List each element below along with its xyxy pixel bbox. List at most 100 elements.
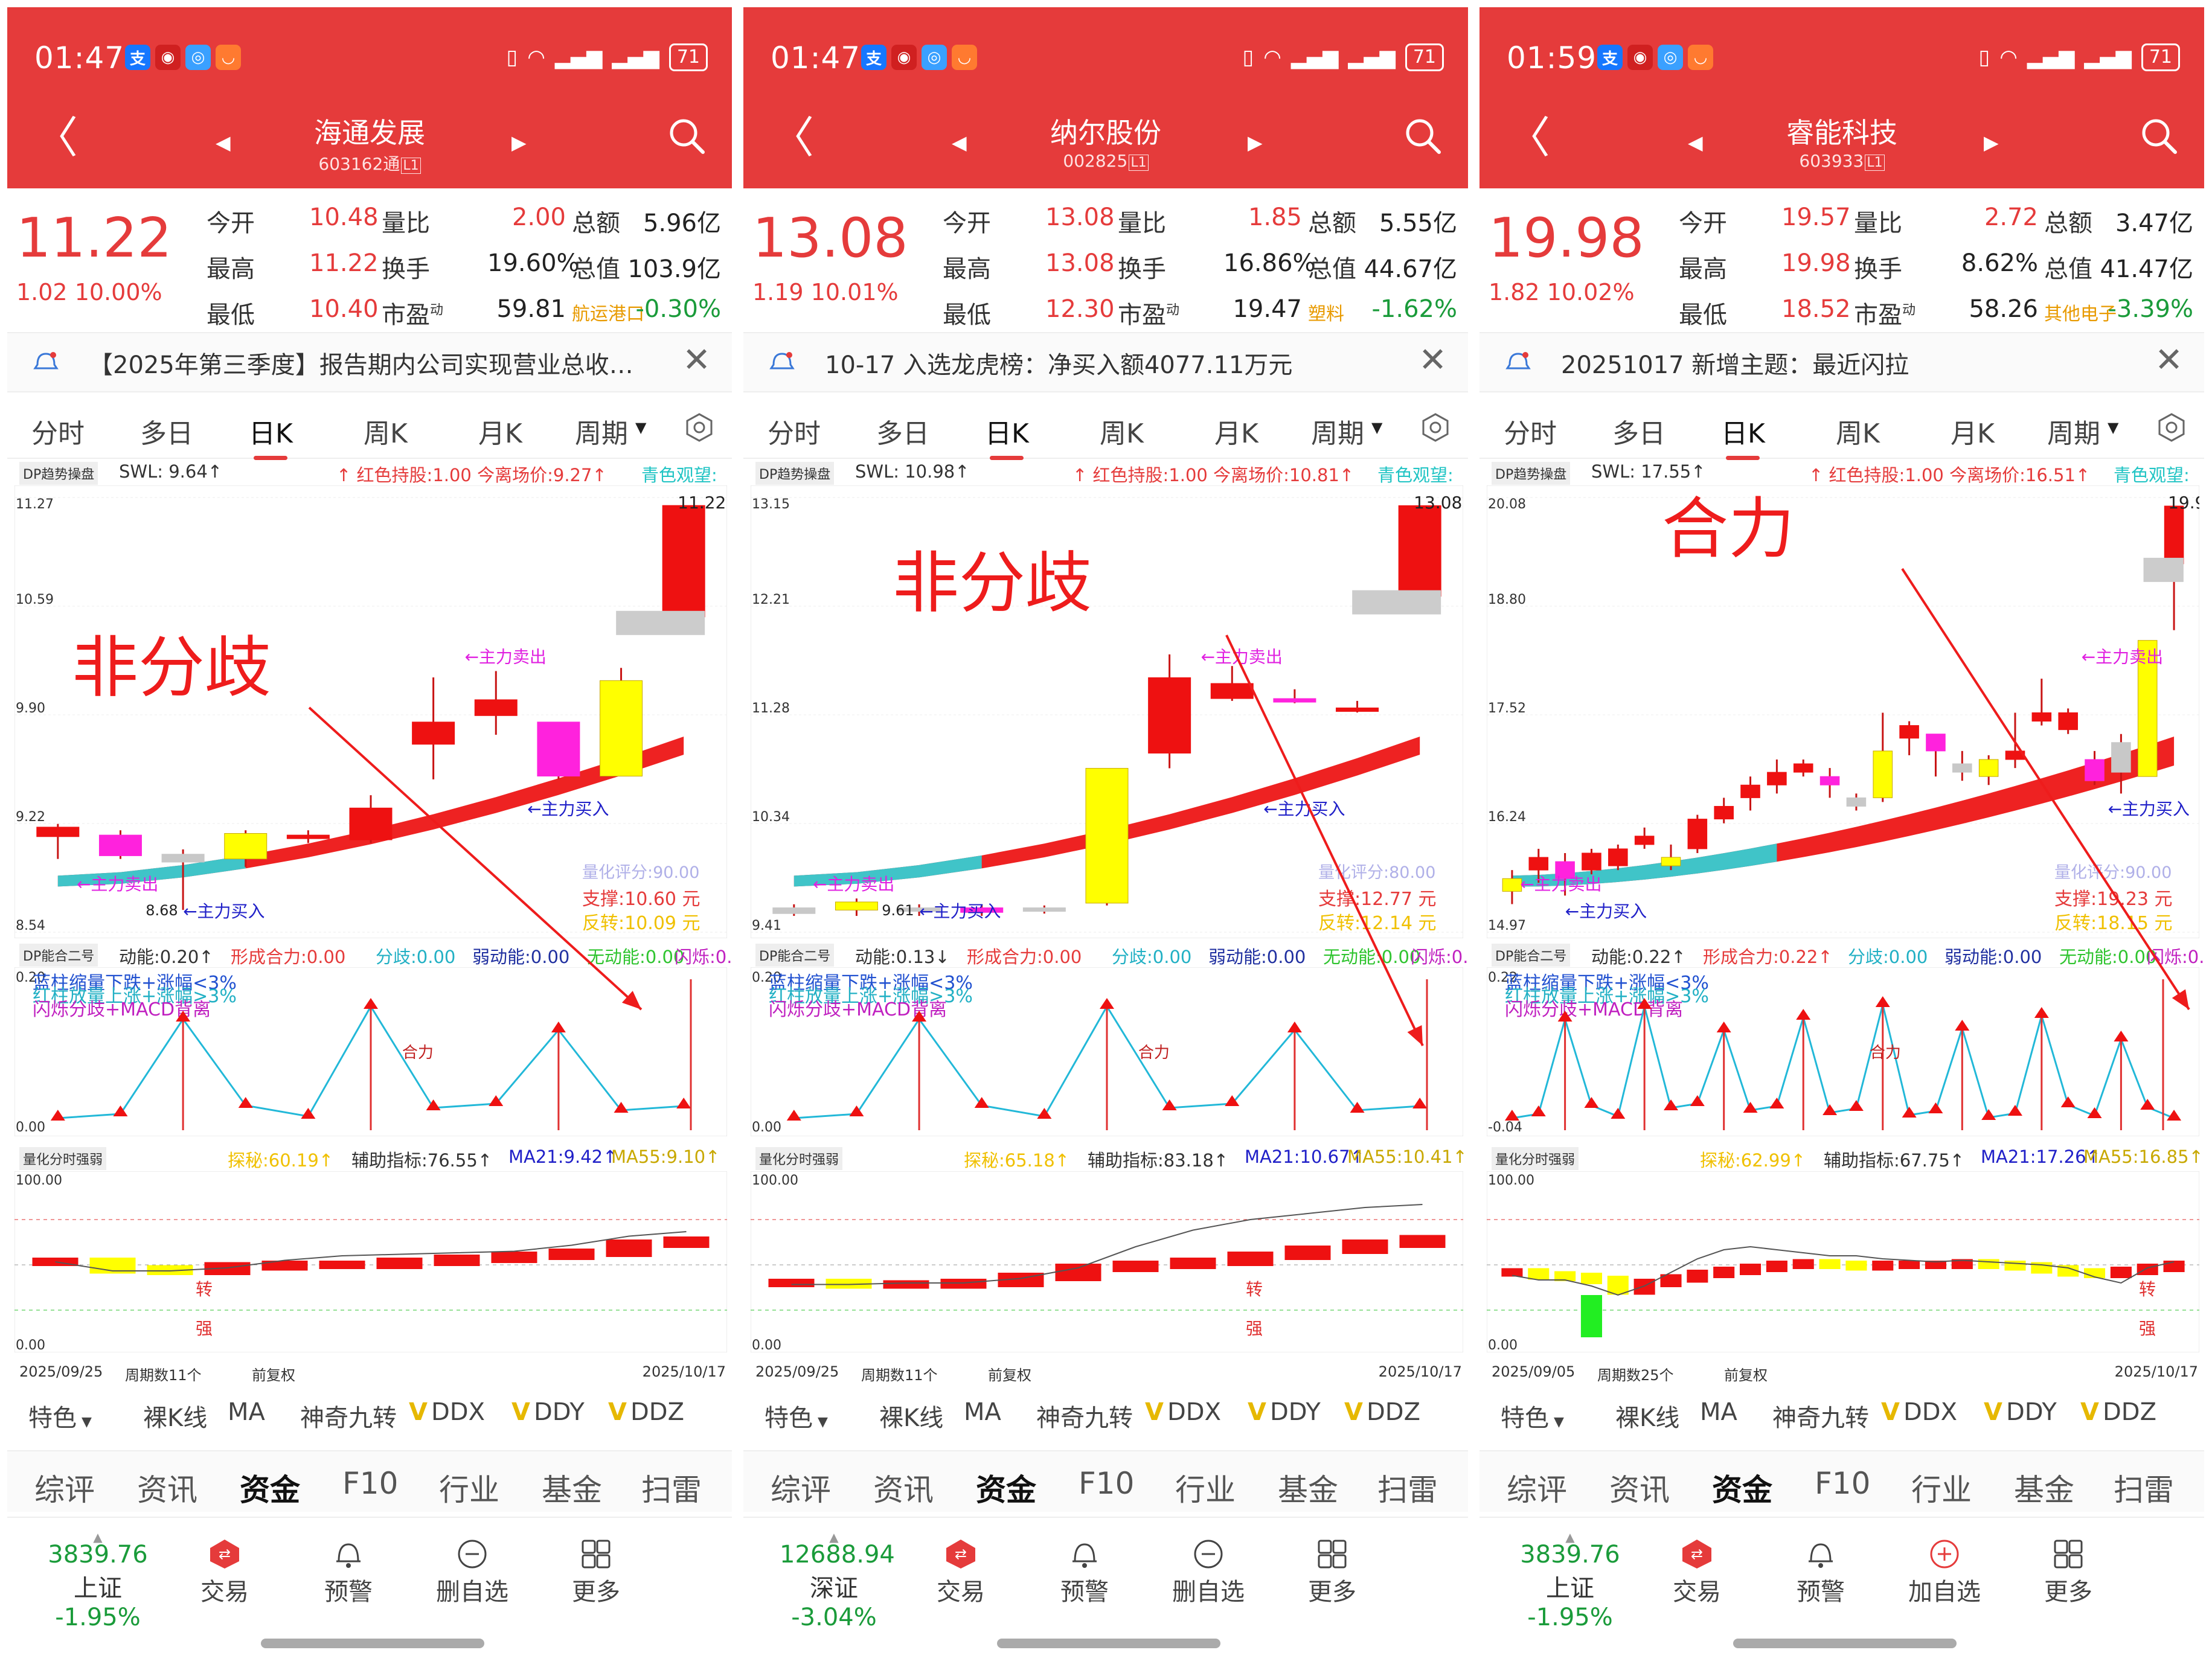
prev-stock-icon[interactable]: ◀ [216, 131, 231, 154]
tab-period[interactable]: 分时 [1504, 418, 1557, 449]
quant-chart[interactable]: 100.00 0.00 转强 [1487, 1171, 2199, 1352]
tab-period[interactable]: 日K [985, 412, 1029, 460]
tab-period[interactable]: 多日 [1612, 418, 1665, 449]
tab-period[interactable]: 周期 [575, 418, 628, 449]
bottom-tab[interactable]: 资金 [976, 1473, 1036, 1508]
toolbar-item[interactable]: 特色 ▼ [1501, 1398, 1564, 1433]
bottom-tab[interactable]: 资金 [1712, 1473, 1772, 1508]
index-quote[interactable]: ▲ 12688.94 深证 -3.04% [780, 1530, 895, 1631]
tab-period[interactable]: 多日 [876, 418, 929, 449]
prev-stock-icon[interactable]: ◀ [952, 131, 967, 154]
index-quote[interactable]: ▲ 3839.76 上证 -1.95% [43, 1530, 152, 1631]
nav-more[interactable]: 更多 [2014, 1536, 2123, 1607]
tab-period[interactable]: 多日 [140, 418, 193, 449]
nav-alert[interactable]: 预警 [1766, 1536, 1875, 1607]
oscillator-chart[interactable]: 0.20 0.00 蓝柱缩量下跌+涨幅<3% 红柱放量上涨+涨幅>3% 闪烁分歧+MAC… [751, 967, 1463, 1136]
toolbar-item[interactable]: V DDX [409, 1398, 485, 1426]
tab-period[interactable]: 周期 [1311, 418, 1364, 449]
toolbar-item[interactable]: 神奇九转 [300, 1398, 397, 1433]
nav-trade[interactable]: ⇄ 交易 [906, 1536, 1015, 1607]
toolbar-item[interactable]: MA [1700, 1398, 1737, 1426]
toolbar-item[interactable]: 裸K线 [1615, 1398, 1679, 1433]
indicator-tag[interactable]: DP能合二号 [1492, 944, 1571, 967]
quant-chart[interactable]: 100.00 0.00 转强 [14, 1171, 727, 1352]
toolbar-item[interactable]: 裸K线 [143, 1398, 207, 1433]
bottom-tab[interactable]: 资讯 [1609, 1473, 1670, 1508]
toolbar-item[interactable]: 特色 ▼ [28, 1398, 92, 1433]
next-stock-icon[interactable]: ▶ [1984, 131, 1999, 154]
toolbar-item[interactable]: MA [964, 1398, 1001, 1426]
tab-period[interactable]: 月K [1214, 418, 1258, 449]
tab-period[interactable]: 日K [1721, 412, 1765, 460]
home-indicator[interactable] [261, 1639, 484, 1648]
tab-period[interactable]: 日K [249, 412, 293, 460]
tab-period[interactable]: 周K [1100, 418, 1144, 449]
bottom-tab[interactable]: 基金 [2014, 1473, 2074, 1508]
nav-alert[interactable]: 预警 [294, 1536, 403, 1607]
candlestick-chart[interactable]: 20.08 18.80 17.52 16.24 14.97 19.98 ←主力卖出 ←主力买入… [1487, 485, 2199, 938]
toolbar-item[interactable]: V DDZ [608, 1398, 684, 1426]
indicator-tag[interactable]: DP趋势操盘 [19, 462, 98, 485]
indicator-tag[interactable]: 量化分时强弱 [755, 1147, 843, 1170]
nav-trade[interactable]: ⇄ 交易 [1643, 1536, 1751, 1607]
indicator-tag[interactable]: DP能合二号 [755, 944, 835, 967]
nav-watch[interactable]: 删自选 [418, 1536, 527, 1607]
news-ticker[interactable]: 【2025年第三季度】报告期内公司实现营业总收… ✕ [7, 332, 732, 392]
sector-name[interactable]: 其他电子 [2044, 304, 2117, 325]
bottom-tab[interactable]: 资讯 [137, 1473, 197, 1508]
news-ticker[interactable]: 20251017 新增主题：最近闪拉 ✕ [1479, 332, 2204, 392]
toolbar-item[interactable]: V DDX [1881, 1398, 1957, 1426]
indicator-tag[interactable]: DP趋势操盘 [1492, 462, 1571, 485]
settings-icon[interactable] [684, 412, 715, 446]
news-ticker[interactable]: 10-17 入选龙虎榜：净买入额4077.11万元 ✕ [743, 332, 1468, 392]
index-quote[interactable]: ▲ 3839.76 上证 -1.95% [1516, 1530, 1624, 1631]
bottom-tab[interactable]: 扫雷 [1377, 1473, 1438, 1508]
bottom-tab[interactable]: 行业 [1911, 1473, 1972, 1508]
sector-name[interactable]: 塑料 [1308, 304, 1344, 325]
oscillator-chart[interactable]: 0.20 0.00 蓝柱缩量下跌+涨幅<3% 红柱放量上涨+涨幅>3% 闪烁分歧+MAC… [14, 967, 727, 1136]
toolbar-item[interactable]: MA [228, 1398, 265, 1426]
toolbar-item[interactable]: 神奇九转 [1772, 1398, 1869, 1433]
toolbar-item[interactable]: V DDY [1984, 1398, 2057, 1426]
bottom-tab[interactable]: 行业 [439, 1473, 499, 1508]
bottom-tab[interactable]: F10 [1815, 1466, 1871, 1501]
back-icon[interactable]: 〈 [771, 112, 815, 163]
toolbar-item[interactable]: 神奇九转 [1036, 1398, 1133, 1433]
toolbar-item[interactable]: V DDX [1145, 1398, 1221, 1426]
candlestick-chart[interactable]: 13.15 12.21 11.28 10.34 9.41 13.08 9.61 ←主力卖出 ←主… [751, 485, 1463, 938]
candlestick-chart[interactable]: 11.27 10.59 9.90 9.22 8.54 11.22 8.68 ←主力卖出 ←主力买… [14, 485, 727, 938]
quant-chart[interactable]: 100.00 0.00 转强 [751, 1171, 1463, 1352]
close-icon[interactable]: ✕ [682, 341, 711, 380]
home-indicator[interactable] [997, 1639, 1220, 1648]
bottom-tab[interactable]: F10 [1079, 1466, 1135, 1501]
next-stock-icon[interactable]: ▶ [1248, 131, 1263, 154]
bottom-tab[interactable]: 资讯 [873, 1473, 934, 1508]
search-icon[interactable] [665, 115, 708, 159]
bottom-tab[interactable]: 综评 [34, 1473, 95, 1508]
back-icon[interactable]: 〈 [1507, 112, 1551, 163]
bottom-tab[interactable]: 基金 [542, 1473, 602, 1508]
bottom-tab[interactable]: 资金 [240, 1473, 300, 1508]
indicator-tag[interactable]: DP趋势操盘 [755, 462, 835, 485]
next-stock-icon[interactable]: ▶ [511, 131, 527, 154]
nav-more[interactable]: 更多 [1278, 1536, 1387, 1607]
search-icon[interactable] [2138, 115, 2180, 159]
tab-period[interactable]: 月K [478, 418, 522, 449]
sector-name[interactable]: 航运港口 [572, 304, 644, 325]
tab-period[interactable]: 分时 [31, 418, 85, 449]
toolbar-item[interactable]: V DDZ [1344, 1398, 1420, 1426]
nav-watch[interactable]: 加自选 [1890, 1536, 1999, 1607]
oscillator-chart[interactable]: 0.22 -0.04 蓝柱缩量下跌+涨幅<3% 红柱放量上涨+涨幅>3% 闪烁分歧+MA… [1487, 967, 2199, 1136]
settings-icon[interactable] [2156, 412, 2187, 446]
bottom-tab[interactable]: 扫雷 [2114, 1473, 2174, 1508]
home-indicator[interactable] [1733, 1639, 1957, 1648]
indicator-tag[interactable]: 量化分时强弱 [19, 1147, 107, 1170]
settings-icon[interactable] [1420, 412, 1451, 446]
close-icon[interactable]: ✕ [1419, 341, 1447, 380]
back-icon[interactable]: 〈 [34, 112, 79, 163]
nav-alert[interactable]: 预警 [1030, 1536, 1139, 1607]
tab-period[interactable]: 周期 [2047, 418, 2100, 449]
toolbar-item[interactable]: V DDZ [2080, 1398, 2156, 1426]
nav-watch[interactable]: 删自选 [1154, 1536, 1263, 1607]
bottom-tab[interactable]: F10 [342, 1466, 399, 1501]
